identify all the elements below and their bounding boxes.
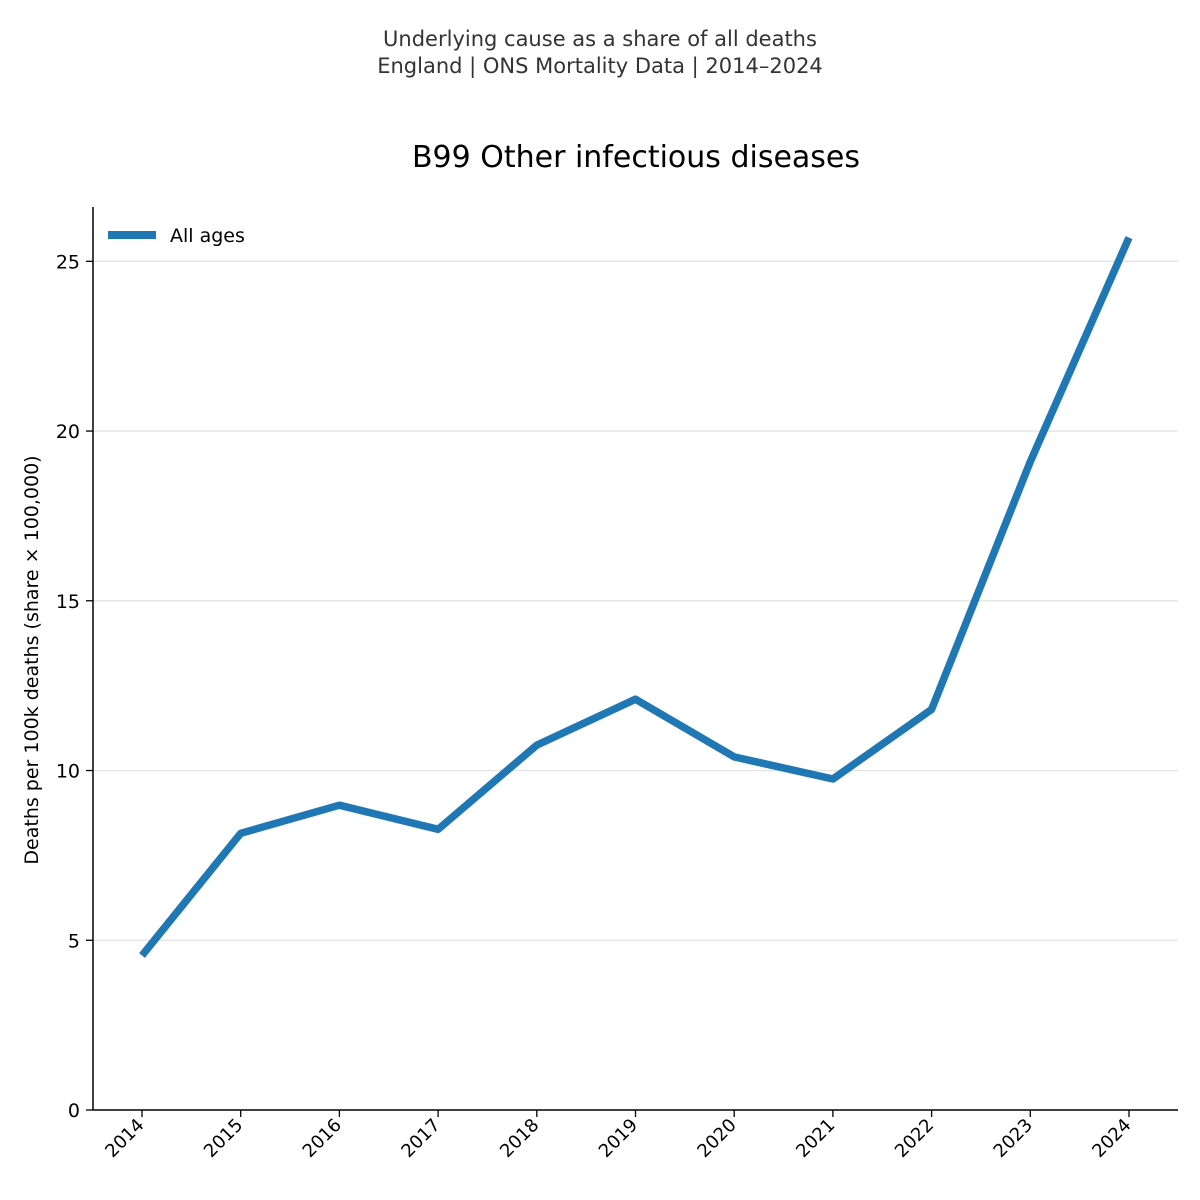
x-tick-label-2014: 2014 xyxy=(101,1115,148,1162)
x-tick-label-2018: 2018 xyxy=(496,1115,543,1162)
y-tick-label-0: 0 xyxy=(68,1100,80,1122)
axes xyxy=(92,207,1178,1111)
y-tick-label-15: 15 xyxy=(56,591,80,613)
x-tick-label-2017: 2017 xyxy=(397,1115,444,1162)
gridlines xyxy=(93,260,1178,941)
x-tick-label-2019: 2019 xyxy=(595,1115,642,1162)
legend-label: All ages xyxy=(170,225,245,247)
x-tick-label-2016: 2016 xyxy=(299,1115,346,1162)
x-tick-label-2022: 2022 xyxy=(891,1115,938,1162)
suptitle-line-2: England | ONS Mortality Data | 2014–2024 xyxy=(377,54,823,79)
y-tick-label-10: 10 xyxy=(56,761,80,783)
x-tick-label-2023: 2023 xyxy=(990,1115,1037,1162)
y-ticks: 0 5 10 15 20 25 xyxy=(56,251,93,1122)
x-tick-label-2015: 2015 xyxy=(200,1115,247,1162)
chart-title: B99 Other infectious diseases xyxy=(412,140,860,175)
y-tick-label-20: 20 xyxy=(56,421,80,443)
x-tick-label-2024: 2024 xyxy=(1088,1115,1135,1162)
y-tick-label-5: 5 xyxy=(68,930,80,952)
legend: All ages xyxy=(108,225,245,247)
x-tick-label-2020: 2020 xyxy=(693,1115,740,1162)
x-tick-label-2021: 2021 xyxy=(792,1115,839,1162)
suptitle-line-1: Underlying cause as a share of all death… xyxy=(383,27,817,51)
series-layer xyxy=(139,236,1133,958)
series-line-0 xyxy=(139,236,1133,958)
x-ticks: 2014 2015 2016 2017 2018 2019 2020 2021 2022 2023… xyxy=(101,1110,1136,1162)
y-axis-label: Deaths per 100k deaths (share × 100,000) xyxy=(21,455,43,864)
y-tick-label-25: 25 xyxy=(56,251,80,273)
